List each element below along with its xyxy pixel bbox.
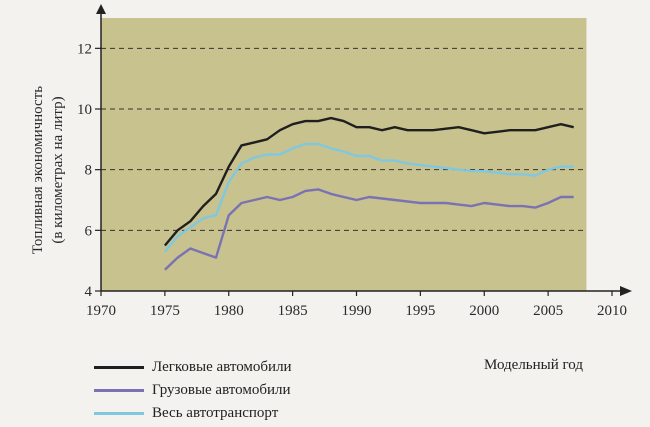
y-axis-label-line2: (в километрах на литр) <box>50 96 66 243</box>
x-tick-label: 1975 <box>150 303 180 319</box>
y-tick-label: 10 <box>77 102 92 118</box>
x-tick-label: 1990 <box>342 303 372 319</box>
legend-swatch-all <box>94 412 144 415</box>
legend-label-cars: Легковые автомобили <box>152 359 292 375</box>
legend-swatch-cars <box>94 366 144 369</box>
legend-label-all: Весь автотранспорт <box>152 405 279 421</box>
y-tick-labels: 4 6 8 10 12 <box>77 41 93 300</box>
x-axis-label: Модельный год <box>484 357 584 373</box>
x-axis-arrow <box>620 286 632 296</box>
x-tick-label: 2005 <box>533 303 563 319</box>
series-line-all <box>163 142 574 253</box>
series-line-cars <box>163 116 574 247</box>
y-tick-label: 6 <box>85 223 93 239</box>
y-tick-label: 8 <box>85 163 93 179</box>
legend-item-all: Весь автотранспорт <box>94 402 292 425</box>
x-tick-label: 2010 <box>597 303 627 319</box>
y-axis-label-line1: Топливная экономичность <box>30 86 46 254</box>
y-tick-label: 12 <box>77 41 92 57</box>
x-tick-label: 1985 <box>278 303 308 319</box>
x-tick-label: 1980 <box>214 303 244 319</box>
x-tick-label: 1995 <box>405 303 435 319</box>
y-axis-arrow <box>96 4 106 14</box>
legend-item-cars: Легковые автомобили <box>94 356 292 379</box>
legend: Легковые автомобили Грузовые автомобили … <box>94 356 292 425</box>
axes <box>95 4 632 296</box>
x-tick-label: 1970 <box>86 303 116 319</box>
series-line-trucks <box>164 188 574 271</box>
legend-label-trucks: Грузовые автомобили <box>152 382 291 398</box>
y-axis-label: Топливная экономичность (в километрах на… <box>30 86 66 254</box>
series-lines <box>163 116 574 271</box>
x-tick-labels: 1970 1975 1980 1985 1990 1995 2000 2005 2010 <box>86 303 627 319</box>
legend-item-trucks: Грузовые автомобили <box>94 379 292 402</box>
plot-area <box>101 18 587 291</box>
x-tick-label: 2000 <box>469 303 499 319</box>
legend-swatch-trucks <box>94 389 144 392</box>
y-tick-label: 4 <box>85 284 93 300</box>
